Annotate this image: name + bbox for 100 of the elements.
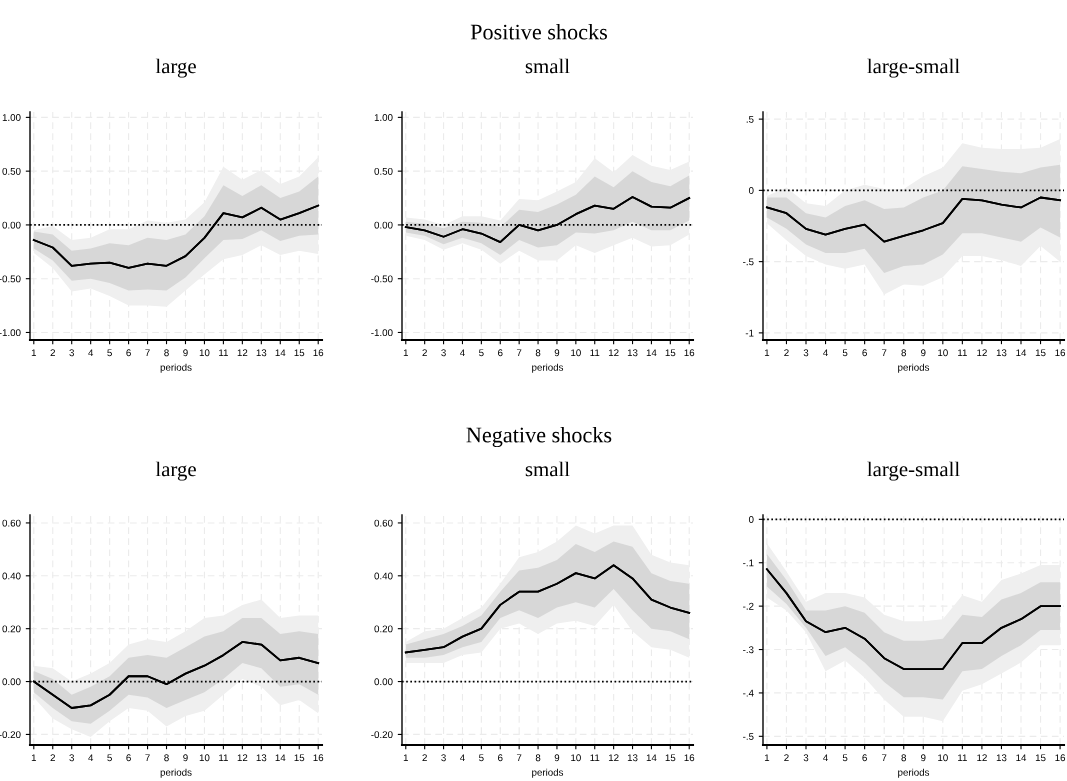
x-tick-label: 10: [199, 754, 210, 762]
y-tick-label: 1.00: [2, 114, 21, 121]
x-tick-label: 1: [764, 349, 770, 357]
x-axis-title: periods: [532, 363, 564, 373]
y-tick-label: 1.00: [374, 114, 393, 121]
y-tick-label: -.1: [743, 559, 754, 567]
y-tick-label: 0.00: [374, 221, 393, 229]
y-tick-label: -.5: [743, 258, 754, 266]
y-tick-label: -1.00: [371, 329, 393, 337]
x-tick-label: 10: [571, 349, 581, 357]
y-tick-label: 0: [748, 516, 754, 523]
x-tick-label: 13: [996, 754, 1007, 762]
x-tick-label: 8: [535, 349, 541, 357]
x-tick-label: 16: [313, 349, 324, 357]
x-tick-label: 5: [107, 754, 112, 762]
x-tick-label: 7: [145, 349, 150, 357]
y-tick-label: 0: [748, 187, 754, 194]
x-tick-label: 3: [803, 754, 809, 762]
x-tick-label: 3: [441, 349, 446, 357]
x-tick-label: 5: [842, 349, 848, 357]
x-tick-label: 3: [69, 754, 74, 762]
x-tick-label: 9: [183, 349, 188, 357]
x-tick-label: 4: [823, 349, 828, 357]
x-tick-label: 7: [881, 349, 887, 357]
x-tick-label: 1: [31, 754, 37, 762]
x-tick-label: 8: [164, 754, 169, 762]
x-axis-title: periods: [898, 768, 930, 778]
x-tick-label: 7: [516, 349, 522, 357]
x-tick-label: 4: [88, 754, 94, 762]
x-tick-label: 2: [422, 754, 427, 762]
x-tick-label: 10: [938, 754, 948, 762]
x-tick-label: 12: [608, 349, 619, 357]
x-tick-label: 6: [126, 754, 131, 762]
y-tick-label: -0.50: [0, 275, 21, 283]
x-tick-label: 11: [590, 349, 600, 357]
y-tick-label: 0.00: [2, 221, 21, 229]
y-tick-label: -.4: [743, 689, 754, 697]
x-tick-label: 14: [646, 349, 657, 357]
y-tick-label: -.2: [743, 602, 754, 610]
y-tick-label: -0.50: [371, 275, 393, 283]
x-tick-label: 4: [823, 754, 828, 762]
y-tick-label: 0.60: [2, 519, 21, 527]
x-tick-label: 2: [50, 349, 55, 357]
x-tick-label: 11: [219, 754, 228, 762]
x-tick-label: 8: [535, 754, 541, 762]
y-tick-label: 0.60: [374, 519, 393, 527]
x-tick-label: 12: [608, 754, 619, 762]
x-tick-label: 2: [50, 754, 55, 762]
x-tick-label: 2: [422, 349, 427, 357]
x-tick-label: 6: [862, 754, 867, 762]
y-tick-label: -0.20: [371, 731, 393, 739]
x-tick-label: 8: [164, 349, 169, 357]
x-tick-label: 14: [275, 754, 286, 762]
x-tick-label: 11: [958, 754, 967, 762]
x-tick-label: 13: [256, 349, 267, 357]
x-tick-label: 6: [862, 349, 867, 357]
x-tick-label: 9: [554, 349, 560, 357]
x-tick-label: 16: [1055, 754, 1066, 762]
y-tick-label: 0.40: [2, 572, 21, 580]
x-tick-label: 14: [1016, 754, 1027, 762]
x-axis-title: periods: [160, 768, 192, 778]
x-tick-label: 14: [1016, 349, 1027, 357]
x-tick-label: 15: [294, 754, 305, 762]
x-tick-label: 5: [479, 349, 484, 357]
y-tick-label: 0.50: [374, 167, 393, 175]
x-tick-label: 8: [901, 349, 907, 357]
x-tick-label: 9: [183, 754, 188, 762]
x-tick-label: 11: [219, 349, 228, 357]
x-tick-label: 9: [921, 349, 926, 357]
x-tick-label: 15: [1035, 349, 1046, 357]
x-tick-label: 11: [958, 349, 967, 357]
x-tick-label: 12: [977, 754, 987, 762]
x-tick-label: 6: [498, 754, 503, 762]
x-tick-label: 15: [665, 349, 676, 357]
x-tick-label: 6: [498, 349, 503, 357]
x-axis-title: periods: [898, 363, 930, 373]
x-tick-label: 16: [684, 754, 695, 762]
x-tick-label: 15: [294, 349, 305, 357]
x-tick-label: 14: [646, 754, 657, 762]
x-tick-label: 3: [69, 349, 74, 357]
x-tick-label: 16: [684, 349, 695, 357]
x-tick-label: 3: [803, 349, 809, 357]
chart-title: large-small: [867, 58, 960, 78]
x-tick-label: 9: [554, 754, 560, 762]
x-tick-label: 5: [107, 349, 112, 357]
y-tick-label: 0.50: [2, 167, 21, 175]
x-tick-label: 12: [237, 349, 248, 357]
x-tick-label: 2: [784, 349, 789, 357]
chart-title: large: [155, 58, 196, 78]
x-tick-label: 10: [938, 349, 948, 357]
x-tick-label: 14: [275, 349, 286, 357]
y-tick-label: -.3: [743, 646, 754, 654]
x-axis-title: periods: [160, 363, 192, 373]
x-tick-label: 1: [31, 349, 37, 357]
x-tick-label: 10: [199, 349, 210, 357]
y-tick-label: 0.20: [374, 625, 393, 633]
y-tick-label: 0.40: [374, 572, 393, 580]
x-tick-label: 16: [313, 754, 324, 762]
x-tick-label: 5: [479, 754, 484, 762]
x-tick-label: 15: [665, 754, 676, 762]
